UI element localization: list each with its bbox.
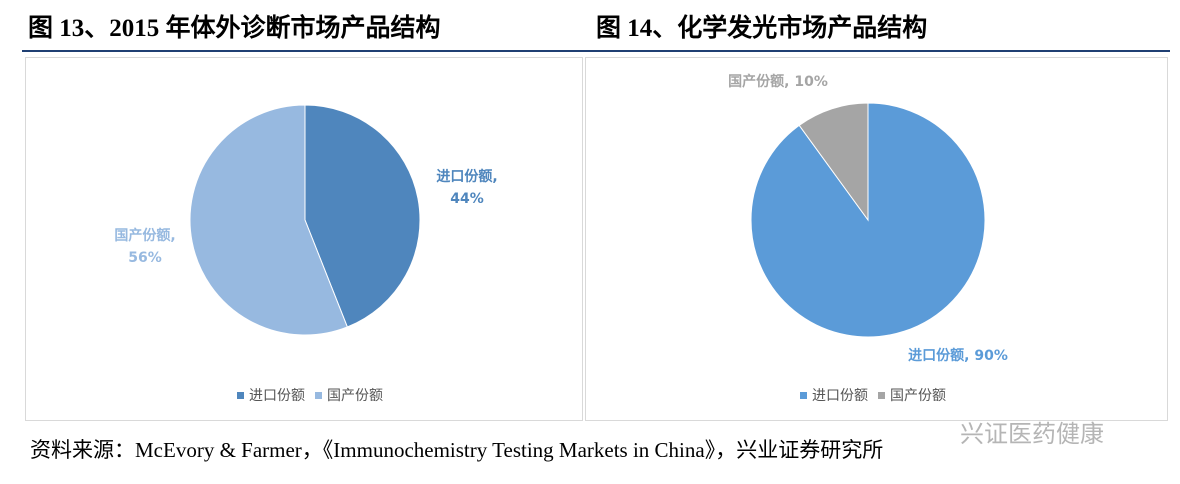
legend-swatch (315, 392, 322, 399)
legend: 进口份额 国产份额 (227, 385, 383, 405)
watermark: 兴证医药健康 (960, 420, 1104, 448)
legend-label: 进口份额 (812, 388, 868, 404)
panel-frame (25, 57, 583, 421)
pie-slice (304, 104, 421, 328)
legend-label: 进口份额 (249, 388, 305, 404)
panel-frame (585, 57, 1168, 421)
legend: 进口份额 国产份额 (790, 385, 946, 405)
pie-slice (798, 102, 869, 222)
data-label: 国产份额, 10% (728, 74, 828, 90)
chart-title: 图 13、2015 年体外诊断市场产品结构 (28, 15, 441, 42)
source-note: 资料来源：McEvory & Farmer，《Immunochemistry T… (30, 438, 884, 462)
legend-label: 国产份额 (890, 388, 946, 404)
data-label: 进口份额, 44% (436, 169, 498, 207)
legend-swatch (800, 392, 807, 399)
pie-slice (189, 104, 348, 336)
legend-swatch (237, 392, 244, 399)
data-label: 国产份额, 56% (114, 228, 176, 266)
chart-title: 图 14、化学发光市场产品结构 (596, 15, 928, 42)
legend-label: 国产份额 (327, 388, 383, 404)
legend-swatch (878, 392, 885, 399)
data-label: 进口份额, 90% (908, 348, 1008, 364)
